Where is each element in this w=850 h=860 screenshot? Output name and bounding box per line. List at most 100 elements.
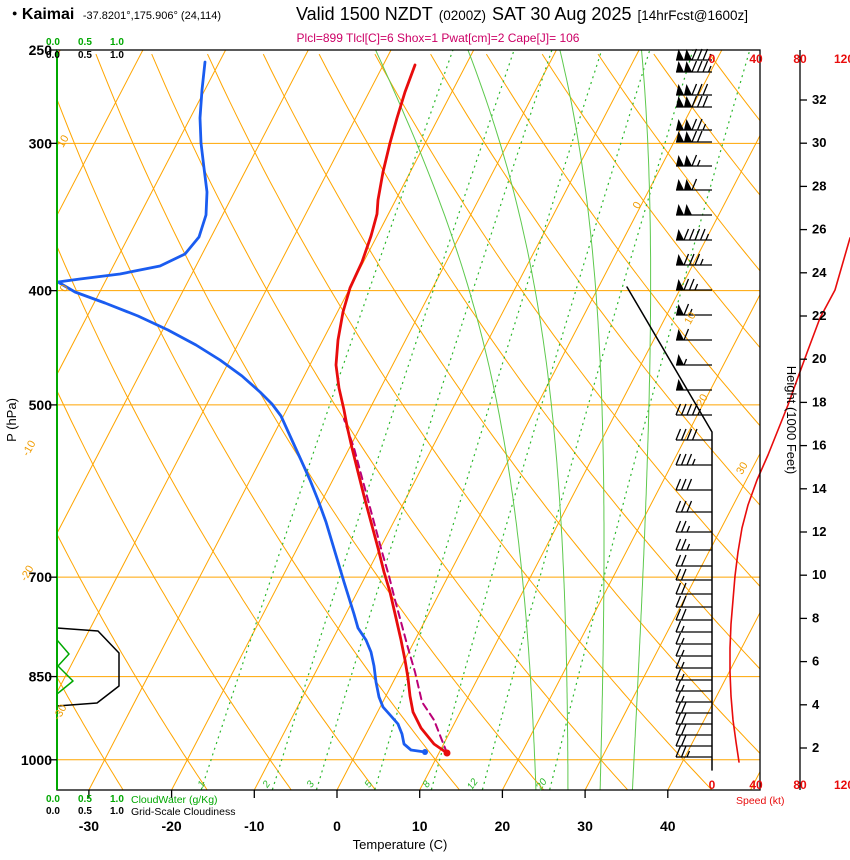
parcel-curve	[343, 418, 448, 754]
wind-barb	[675, 632, 712, 645]
wind-barb	[675, 453, 712, 466]
wind-barb-full	[683, 228, 690, 241]
wind-barb-half	[680, 625, 685, 633]
cloudiness-curve	[57, 627, 120, 707]
wind-barb-half	[680, 661, 685, 669]
mixing-ratio-label: 5	[363, 779, 375, 790]
wind-barb-full	[694, 228, 701, 241]
pressure-tick-label: 500	[29, 397, 53, 413]
mixing-ratio-line	[430, 50, 651, 790]
wind-barb	[675, 582, 712, 595]
wind-barb-half	[707, 53, 712, 61]
wind-barb-pennant	[676, 119, 684, 130]
pressure-axis-label: P (hPa)	[4, 398, 19, 442]
wind-barb	[676, 278, 712, 291]
dry-adiabat-line	[262, 53, 760, 755]
height-tick-label: 20	[812, 351, 826, 366]
wind-barb	[675, 500, 712, 513]
isotherm-line	[57, 50, 309, 535]
wind-barb	[675, 745, 712, 758]
dry-adiabat-line	[57, 97, 460, 790]
pressure-tick-label: 250	[29, 42, 53, 58]
wind-barb-full	[691, 60, 698, 73]
wind-barb-full	[675, 538, 682, 551]
wind-barb-full	[680, 478, 687, 491]
height-tick-label: 26	[812, 222, 826, 237]
wind-barb-full	[688, 253, 695, 266]
wind-barb-full	[675, 478, 682, 491]
wind-barb-full	[696, 130, 703, 143]
station-bullet-icon: ●	[12, 8, 18, 18]
wind-barb-full	[675, 745, 682, 758]
pressure-tick-label: 1000	[21, 752, 52, 768]
wind-barb-pennant	[676, 354, 684, 365]
wind-barb-half	[696, 159, 701, 167]
wind-barb-half	[686, 750, 691, 758]
wind-barb-full	[686, 500, 693, 513]
wind-barb-half	[680, 649, 685, 657]
wind-barb	[676, 204, 712, 216]
wind-barb	[675, 668, 712, 681]
height-tick-label: 30	[812, 135, 826, 150]
wind-barb-half	[680, 684, 685, 692]
wind-barb	[675, 712, 712, 725]
wind-barb-full	[675, 428, 682, 441]
wind-barb-pennant	[676, 84, 684, 95]
moist-adiabat-line	[559, 50, 605, 790]
temperature-tick-label: 20	[495, 818, 511, 834]
cloudiness-scale-top-1: 1.0	[110, 50, 124, 61]
wind-barb-full	[675, 690, 682, 703]
wind-barb-half	[691, 458, 696, 466]
wind-barb-full	[675, 608, 682, 621]
wind-barb-full	[686, 403, 693, 416]
dry-adiabat-line	[207, 53, 712, 790]
wind-barb	[676, 328, 712, 341]
dry-adiabat-line	[430, 53, 760, 506]
wind-barb-full	[675, 734, 682, 747]
wind-barb-half	[702, 123, 707, 131]
cloudiness-scale-top-0: 0.0	[46, 50, 60, 61]
wind-barb-full	[675, 656, 682, 669]
mixing-ratio-line	[271, 50, 515, 790]
wind-barb-full	[691, 403, 698, 416]
wind-barb-full	[686, 453, 693, 466]
wind-barb-full	[675, 632, 682, 645]
pressure-tick-label: 300	[29, 135, 53, 151]
height-tick-label: 28	[812, 178, 826, 193]
wind-barb-full	[683, 253, 690, 266]
cloudwater-scale-top-0: 0.0	[46, 37, 60, 48]
cloudwater-scale-bottom-05: 0.5	[78, 794, 92, 805]
wind-barb-full	[691, 178, 698, 191]
pressure-tick-label: 400	[29, 283, 53, 299]
wind-barb-full	[680, 554, 687, 567]
wind-barb-half	[707, 65, 712, 73]
wind-barb	[675, 656, 712, 669]
wind-barb	[676, 118, 712, 131]
wind-barb-full	[680, 723, 687, 736]
wind-barb-half	[686, 543, 691, 551]
wind-barb	[675, 520, 712, 533]
wind_speed-curve	[729, 237, 850, 763]
wind-barb-full	[699, 228, 706, 241]
wind-barb-full	[702, 95, 709, 108]
wind-barb	[676, 154, 712, 167]
speed-axis-label: Speed (kt)	[736, 795, 785, 807]
wind-barb-full	[680, 608, 687, 621]
wind-barb-full	[680, 745, 687, 758]
wind-barb-full	[686, 428, 693, 441]
height-tick-label: 32	[812, 92, 826, 107]
temperature-tick-label: -10	[244, 818, 264, 834]
wind-barb-full	[688, 228, 695, 241]
wind-barb	[675, 644, 712, 657]
dry-adiabat-line	[485, 53, 760, 427]
wind-barb-pennant	[684, 179, 692, 190]
sounding-profiles	[57, 60, 451, 757]
isotherm-line	[57, 50, 144, 217]
wind-barb-half	[688, 308, 693, 316]
wind-barb-pennant	[676, 179, 684, 190]
dry-adiabat-line	[57, 676, 124, 790]
cloudiness-scale-bottom-0: 0.0	[46, 806, 60, 817]
height-axis-label: Height (1000 Feet)	[784, 366, 799, 474]
